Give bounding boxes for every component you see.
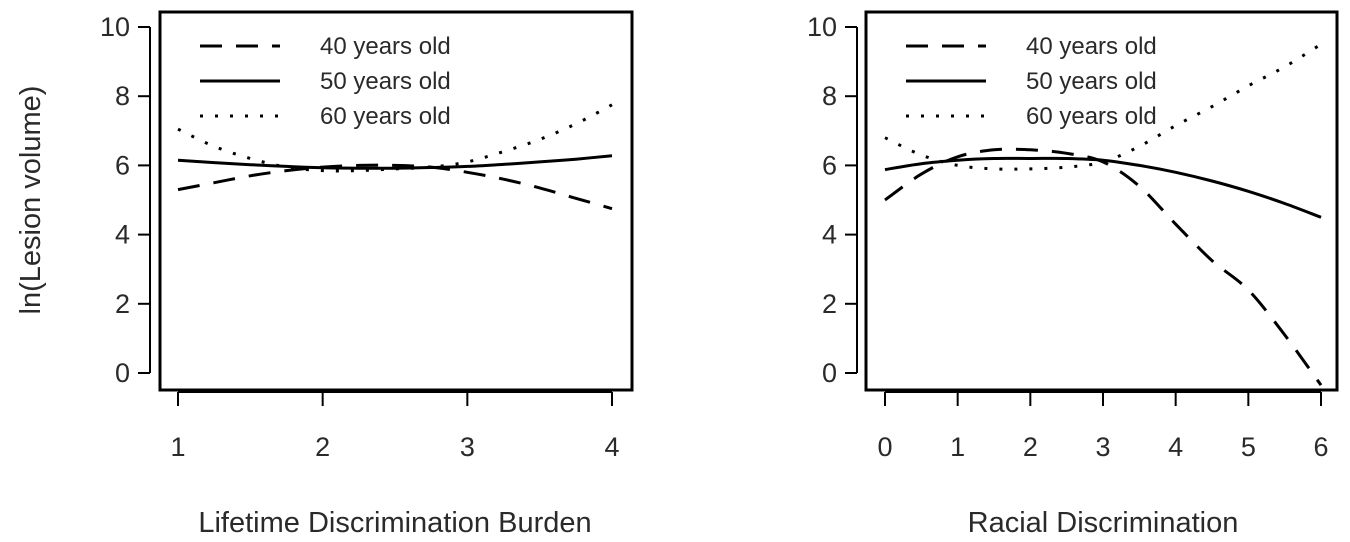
x-tick-label: 1 (170, 432, 185, 462)
x-tick-label: 2 (315, 432, 330, 462)
x-tick-label: 3 (1095, 432, 1110, 462)
y-tick-label: 10 (807, 12, 837, 42)
x-tick-label: 4 (1168, 432, 1183, 462)
y-tick-label: 6 (822, 150, 837, 180)
y-tick-label: 0 (115, 358, 130, 388)
legend-label: 50 years old (1026, 68, 1157, 95)
series-line-50-years-old (884, 156, 1322, 219)
x-tick-label: 0 (877, 432, 892, 462)
series-group (177, 103, 613, 211)
x-axis-title: Lifetime Discrimination Burden (198, 507, 591, 539)
y-tick-label: 6 (115, 150, 130, 180)
x-axis-title: Racial Discrimination (968, 507, 1239, 539)
plot-frame (864, 10, 1339, 392)
legend-label: 40 years old (1026, 33, 1157, 60)
x-tick-label: 5 (1241, 432, 1256, 462)
y-tick-label: 4 (822, 220, 837, 250)
chart-panel-racial-discrimination: 0 2 4 6 8 10 0 1 2 3 4 5 6 Racial Discrimination 40 ye… (807, 10, 1339, 539)
legend-label: 50 years old (320, 68, 451, 95)
x-tick-label: 6 (1313, 432, 1328, 462)
series-group (884, 43, 1323, 386)
legend-label: 60 years old (320, 103, 451, 130)
legend-label: 40 years old (320, 33, 451, 60)
series-line-40-years-old (884, 147, 1323, 386)
series-line-50-years-old (177, 154, 613, 170)
y-tick-label: 0 (822, 358, 837, 388)
legend-label: 60 years old (1026, 103, 1157, 130)
y-tick-label: 2 (822, 289, 837, 319)
plot-frame (158, 10, 634, 392)
y-tick-label: 8 (115, 81, 130, 111)
y-tick-label: 4 (115, 220, 130, 250)
y-axis-title: ln(Lesion volume) (15, 86, 47, 315)
y-tick-label: 2 (115, 289, 130, 319)
series-line-40-years-old (177, 163, 613, 211)
x-tick-label: 4 (604, 432, 619, 462)
y-tick-label: 10 (100, 12, 130, 42)
x-tick-label: 2 (1023, 432, 1038, 462)
legend: 40 years old 50 years old 60 years old (906, 33, 1157, 130)
y-tick-label: 8 (822, 81, 837, 111)
legend: 40 years old 50 years old 60 years old (200, 33, 451, 130)
x-tick-label: 1 (950, 432, 965, 462)
x-tick-label: 3 (460, 432, 475, 462)
